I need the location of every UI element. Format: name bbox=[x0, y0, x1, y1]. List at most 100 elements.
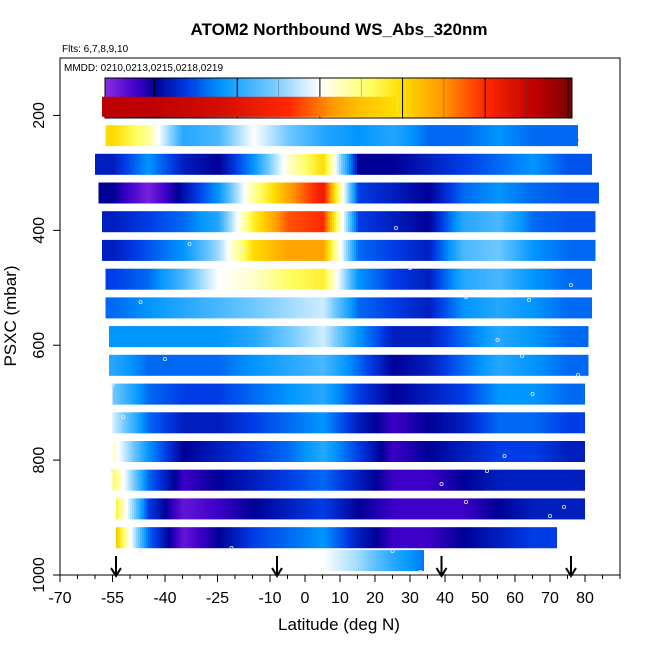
heatmap-cell bbox=[437, 297, 440, 319]
heatmap-cell bbox=[358, 383, 361, 405]
heatmap-cell bbox=[116, 441, 119, 462]
heatmap-cell bbox=[540, 412, 543, 434]
heatmap-cell bbox=[342, 412, 345, 434]
heatmap-cell bbox=[286, 383, 289, 405]
heatmap-cell bbox=[160, 182, 163, 204]
heatmap-cell bbox=[246, 211, 249, 233]
heatmap-cell bbox=[266, 239, 269, 261]
heatmap-cell bbox=[299, 550, 302, 572]
heatmap-cell bbox=[466, 527, 469, 549]
heatmap-cell bbox=[349, 153, 352, 175]
heatmap-cell bbox=[577, 268, 580, 290]
heatmap-cell bbox=[365, 125, 368, 147]
heatmap-cell bbox=[457, 268, 460, 290]
heatmap-cell bbox=[538, 527, 541, 549]
heatmap-cell bbox=[168, 96, 171, 117]
heatmap-cell bbox=[359, 268, 362, 290]
heatmap-cell bbox=[298, 527, 301, 549]
heatmap-cell bbox=[208, 412, 211, 434]
heatmap-cell bbox=[582, 412, 585, 434]
heatmap-cell bbox=[322, 527, 325, 549]
heatmap-cell bbox=[277, 354, 280, 376]
heatmap-cell bbox=[512, 498, 515, 520]
heatmap-cell bbox=[187, 297, 190, 319]
heatmap-cell bbox=[275, 153, 278, 175]
heatmap-cell bbox=[201, 125, 204, 147]
heatmap-cell bbox=[278, 412, 281, 434]
heatmap-cell bbox=[405, 125, 408, 147]
heatmap-cell bbox=[213, 268, 216, 290]
heatmap-cell bbox=[179, 354, 182, 376]
heatmap-cell bbox=[503, 153, 506, 175]
heatmap-cell bbox=[569, 125, 572, 147]
heatmap-cell bbox=[339, 125, 342, 147]
heatmap-cell bbox=[328, 527, 331, 549]
heatmap-cell bbox=[270, 527, 273, 549]
heatmap-cell bbox=[226, 182, 229, 204]
heatmap-cell bbox=[297, 153, 300, 175]
heatmap-cell bbox=[524, 383, 527, 405]
heatmap-cell bbox=[530, 211, 533, 233]
heatmap-cell bbox=[399, 297, 402, 319]
heatmap-cell bbox=[205, 354, 208, 376]
heatmap-cell bbox=[465, 297, 468, 319]
heatmap-cell bbox=[198, 498, 201, 520]
heatmap-cell bbox=[328, 412, 331, 434]
heatmap-cell bbox=[545, 268, 548, 290]
heatmap-cell bbox=[198, 211, 201, 233]
heatmap-cell bbox=[171, 153, 174, 175]
heatmap-cell bbox=[342, 182, 345, 204]
heatmap-cell bbox=[382, 239, 385, 261]
heatmap-cell bbox=[410, 498, 413, 520]
heatmap-cell bbox=[519, 125, 522, 147]
heatmap-cell bbox=[312, 527, 315, 549]
heatmap-cell bbox=[581, 297, 584, 319]
heatmap-cell bbox=[370, 469, 373, 491]
heatmap-cell bbox=[194, 441, 197, 462]
heatmap-cell bbox=[125, 125, 128, 147]
heatmap-cell bbox=[191, 326, 194, 348]
heatmap-cell bbox=[469, 125, 472, 147]
heatmap-cell bbox=[451, 297, 454, 319]
heatmap-cell bbox=[234, 182, 237, 204]
heatmap-cell bbox=[520, 441, 523, 462]
heatmap-cell bbox=[395, 153, 398, 175]
heatmap-cell bbox=[495, 125, 498, 147]
heatmap-cell bbox=[178, 527, 181, 549]
latitude-arrow bbox=[435, 556, 448, 578]
heatmap-cell bbox=[115, 125, 118, 147]
heatmap-cell bbox=[360, 469, 363, 491]
heatmap-cell bbox=[132, 182, 135, 204]
heatmap-cell bbox=[318, 96, 321, 117]
heatmap-cell bbox=[477, 268, 480, 290]
heatmap-cell bbox=[229, 297, 232, 319]
heatmap-cell bbox=[330, 527, 333, 549]
heatmap-cell bbox=[414, 239, 417, 261]
heatmap-cell bbox=[155, 354, 158, 376]
heatmap-cell bbox=[276, 211, 279, 233]
x-tick-label: -40 bbox=[153, 590, 176, 607]
heatmap-cell bbox=[159, 153, 162, 175]
heatmap-cell bbox=[166, 96, 169, 117]
heatmap-cell bbox=[427, 153, 430, 175]
heatmap-cell bbox=[225, 354, 228, 376]
heatmap-cell bbox=[237, 354, 240, 376]
heatmap-cell bbox=[128, 239, 131, 261]
heatmap-cell bbox=[513, 297, 516, 319]
heatmap-cell bbox=[294, 182, 297, 204]
heatmap-cell bbox=[274, 383, 277, 405]
heatmap-cell bbox=[556, 527, 557, 549]
heatmap-cell bbox=[142, 211, 145, 233]
heatmap-cell bbox=[213, 297, 216, 319]
heatmap-cell bbox=[405, 268, 408, 290]
heatmap-cell bbox=[578, 239, 581, 261]
heatmap-cell bbox=[426, 527, 429, 549]
heatmap-cell bbox=[234, 211, 237, 233]
heatmap-cell bbox=[109, 297, 112, 319]
heatmap-cell bbox=[422, 469, 425, 491]
heatmap-cell bbox=[487, 153, 490, 175]
heatmap-cell bbox=[403, 297, 406, 319]
heatmap-cell bbox=[202, 441, 205, 462]
heatmap-cell bbox=[540, 441, 543, 462]
heatmap-cell bbox=[190, 211, 193, 233]
